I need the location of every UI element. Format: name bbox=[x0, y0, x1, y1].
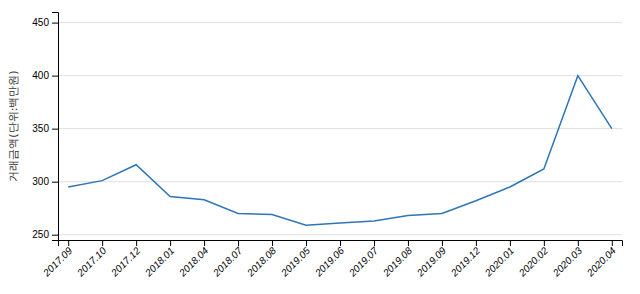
x-axis-line bbox=[59, 241, 623, 247]
y-tick-mark bbox=[52, 182, 58, 183]
x-tick: 2020.01 bbox=[482, 240, 516, 279]
x-tick: 2020.03 bbox=[550, 240, 584, 279]
x-tick-mark bbox=[272, 240, 273, 246]
grid-line bbox=[58, 234, 622, 235]
x-tick-label: 2019.09 bbox=[414, 245, 448, 279]
x-tick: 2018.01 bbox=[142, 240, 176, 279]
x-tick: 2017.10 bbox=[74, 240, 108, 279]
x-tick: 2017.12 bbox=[108, 240, 142, 279]
y-tick: 250 bbox=[32, 229, 58, 240]
x-tick: 2020.04 bbox=[584, 240, 618, 279]
x-tick: 2019.08 bbox=[380, 240, 414, 279]
x-tick-mark bbox=[102, 240, 103, 246]
x-tick-mark bbox=[442, 240, 443, 246]
x-tick: 2018.04 bbox=[176, 240, 210, 279]
y-tick-mark bbox=[52, 76, 58, 77]
y-tick: 450 bbox=[32, 17, 58, 28]
x-tick-label: 2017.09 bbox=[40, 245, 74, 279]
y-axis: 250 300 350 400 450 bbox=[32, 13, 58, 241]
y-tick-mark bbox=[52, 129, 58, 130]
x-tick: 2017.09 bbox=[40, 240, 74, 279]
x-tick-mark bbox=[306, 240, 307, 246]
plot: 2017.092017.102017.122018.012018.042018.… bbox=[32, 13, 622, 280]
x-tick-mark bbox=[374, 240, 375, 246]
x-tick-label: 2020.01 bbox=[482, 245, 516, 279]
x-tick-mark bbox=[612, 240, 613, 246]
x-tick-mark bbox=[170, 240, 171, 246]
x-tick-label: 2018.01 bbox=[142, 245, 176, 279]
x-tick-label: 2020.03 bbox=[550, 245, 584, 279]
x-tick-label: 2020.02 bbox=[516, 245, 550, 279]
grid-line bbox=[58, 128, 622, 129]
x-tick-label: 2017.12 bbox=[108, 245, 142, 279]
marks bbox=[68, 76, 612, 226]
grid-line bbox=[58, 22, 622, 23]
y-tick: 400 bbox=[32, 70, 58, 81]
grid-line bbox=[58, 75, 622, 76]
x-tick: 2019.06 bbox=[312, 240, 346, 279]
x-tick: 2019.05 bbox=[278, 240, 312, 279]
x-tick-mark bbox=[510, 240, 511, 246]
line bbox=[68, 76, 612, 226]
y-tick-label: 450 bbox=[32, 17, 49, 28]
x-tick-mark bbox=[578, 240, 579, 246]
x-tick-label: 2019.07 bbox=[346, 245, 380, 279]
x-tick: 2019.12 bbox=[448, 240, 482, 279]
x-axis: 2017.092017.102017.122018.012018.042018.… bbox=[40, 240, 622, 279]
x-tick-label: 2017.10 bbox=[74, 245, 108, 279]
x-tick-label: 2018.07 bbox=[210, 245, 244, 279]
x-tick-label: 2019.06 bbox=[312, 245, 346, 279]
y-tick-label: 300 bbox=[32, 176, 49, 187]
x-tick-label: 2019.12 bbox=[448, 245, 482, 279]
y-axis-title: 거래금액(단위:백만원) bbox=[7, 70, 20, 181]
x-tick-mark bbox=[544, 240, 545, 246]
x-tick: 2019.09 bbox=[414, 240, 448, 279]
grid-line bbox=[58, 181, 622, 182]
y-axis-line bbox=[52, 13, 59, 241]
y-tick: 300 bbox=[32, 176, 58, 187]
x-tick-mark bbox=[204, 240, 205, 246]
x-tick-label: 2018.08 bbox=[244, 245, 278, 279]
x-tick-mark bbox=[68, 240, 69, 246]
x-tick-label: 2019.08 bbox=[380, 245, 414, 279]
x-tick-label: 2019.05 bbox=[278, 245, 312, 279]
x-tick-label: 2020.04 bbox=[584, 245, 618, 279]
x-tick-mark bbox=[476, 240, 477, 246]
x-tick-mark bbox=[340, 240, 341, 246]
x-tick-mark bbox=[238, 240, 239, 246]
y-tick-mark bbox=[52, 23, 58, 24]
chart: 2017.092017.102017.122018.012018.042018.… bbox=[0, 0, 640, 294]
x-tick: 2019.07 bbox=[346, 240, 380, 279]
x-tick-mark bbox=[408, 240, 409, 246]
y-tick-label: 400 bbox=[32, 70, 49, 81]
x-tick: 2018.08 bbox=[244, 240, 278, 279]
y-tick: 350 bbox=[32, 123, 58, 134]
grid bbox=[58, 23, 622, 235]
x-tick-label: 2018.04 bbox=[176, 245, 210, 279]
y-tick-label: 250 bbox=[32, 229, 49, 240]
x-tick: 2018.07 bbox=[210, 240, 244, 279]
x-tick-mark bbox=[136, 240, 137, 246]
x-tick: 2020.02 bbox=[516, 240, 550, 279]
y-tick-mark bbox=[52, 235, 58, 236]
y-tick-label: 350 bbox=[32, 123, 49, 134]
